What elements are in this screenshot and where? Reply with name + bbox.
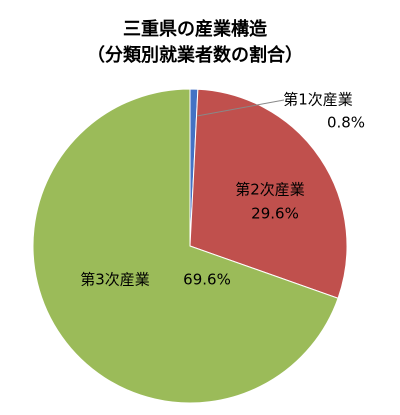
chart-title: 三重県の産業構造 <box>123 18 267 40</box>
slice-label: 第2次産業 <box>235 181 305 199</box>
value-label: 0.8% <box>327 114 365 132</box>
value-label: 29.6% <box>251 205 299 223</box>
slice-label: 第3次産業 <box>80 271 150 289</box>
slice-label: 第1次産業 <box>283 91 353 109</box>
pie <box>32 88 348 404</box>
value-label: 69.6% <box>183 271 231 289</box>
pie-slice <box>189 88 348 299</box>
leader-line <box>196 99 285 117</box>
chart-subtitle: （分類別就業者数の割合） <box>87 44 303 66</box>
pie-slice <box>32 88 339 404</box>
